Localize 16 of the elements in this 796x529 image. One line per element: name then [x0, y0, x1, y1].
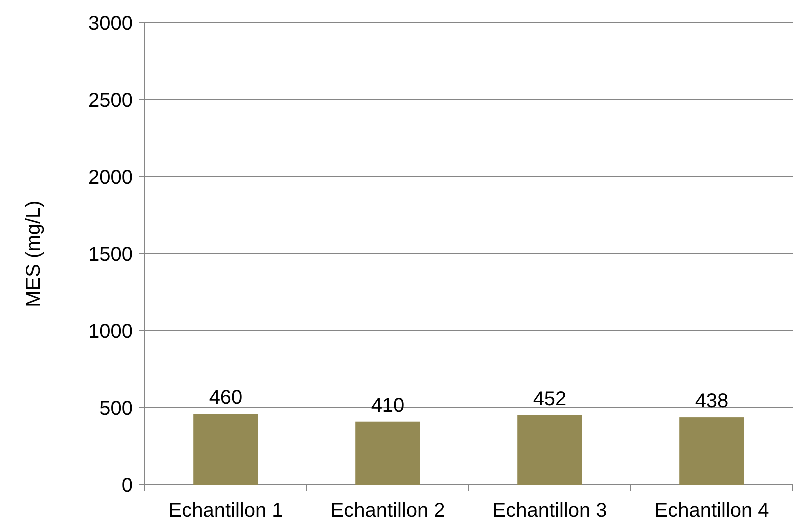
data-label: 452	[533, 388, 567, 410]
data-label: 438	[695, 390, 729, 413]
y-tick-label: 3000	[88, 13, 133, 35]
x-tick-label: Echantillon 4	[654, 500, 770, 522]
x-tick-label: Echantillon 3	[492, 500, 608, 522]
y-tick-label: 2500	[88, 90, 133, 112]
x-tick-label: Echantillon 2	[330, 500, 446, 522]
y-tick-label: 1000	[88, 321, 133, 343]
y-tick-label: 1500	[88, 244, 133, 266]
data-label: 460	[209, 387, 243, 410]
y-tick-label: 0	[122, 475, 133, 497]
y-axis-title: MES (mg/L)	[23, 200, 45, 308]
data-label: 410	[371, 394, 405, 417]
x-tick-label: Echantillon 1	[168, 500, 284, 522]
y-tick-label: 2000	[88, 167, 133, 189]
y-tick-label: 500	[100, 398, 133, 420]
